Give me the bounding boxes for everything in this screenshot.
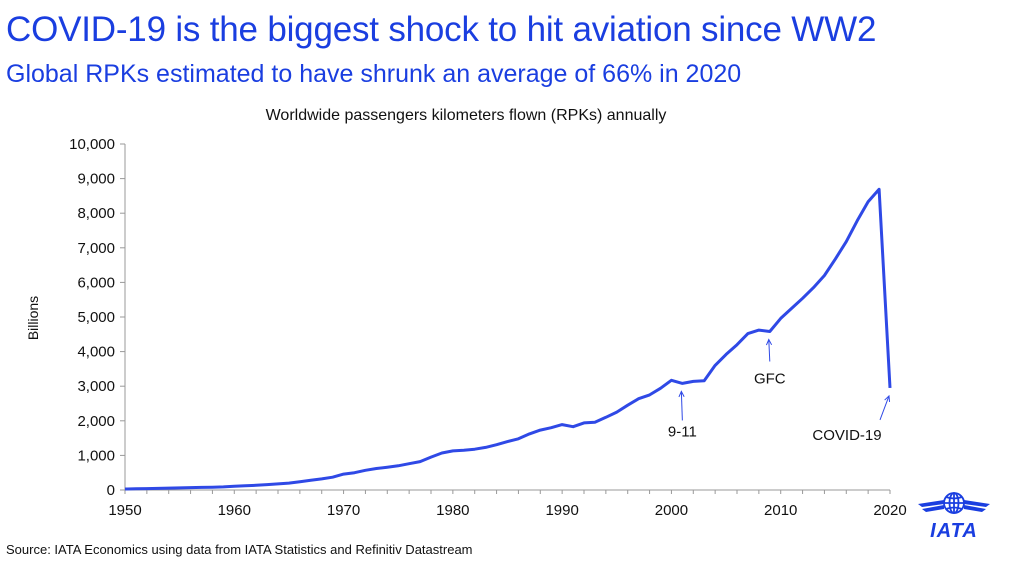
x-tick-label: 2020 [873, 502, 906, 519]
x-tick-label: 1950 [108, 502, 141, 519]
y-tick-label: 9,000 [77, 171, 115, 188]
x-tick-label: 1980 [436, 502, 469, 519]
page-subtitle: Global RPKs estimated to have shrunk an … [6, 60, 742, 88]
y-tick-label: 1,000 [77, 447, 115, 464]
annotation-label: COVID-19 [812, 427, 881, 444]
y-tick-label: 8,000 [77, 205, 115, 222]
y-tick-label: 7,000 [77, 240, 115, 257]
annotation-arrowhead [678, 390, 685, 398]
y-tick-label: 10,000 [69, 136, 115, 153]
page-title: COVID-19 is the biggest shock to hit avi… [6, 10, 877, 49]
y-tick-label: 2,000 [77, 413, 115, 430]
chart-annotations: 9-11 GFC COVID-19 [668, 338, 891, 444]
annotation-arrowhead [884, 394, 891, 402]
source-note: Source: IATA Economics using data from I… [6, 542, 473, 557]
annotation-label: 9-11 [668, 423, 697, 440]
x-tick-label: 1990 [545, 502, 578, 519]
y-tick-label: 6,000 [77, 274, 115, 291]
x-tick-label: 1960 [218, 502, 251, 519]
x-tick-label: 1970 [327, 502, 360, 519]
chart-title: Worldwide passengers kilometers flown (R… [266, 107, 667, 124]
chart-axes [124, 144, 890, 491]
annotation-label: GFC [754, 371, 786, 388]
y-tick-label: 3,000 [77, 378, 115, 395]
x-tick-label: 2000 [655, 502, 688, 519]
logo-text: IATA [930, 520, 978, 542]
x-tick-label: 2010 [764, 502, 797, 519]
rpk-series-line [124, 187, 892, 491]
chart-series [124, 187, 892, 491]
annotation-arrow [879, 395, 890, 421]
annotation-arrowhead [765, 338, 773, 346]
chart-ticks: 0 1,000 2,000 3,000 4,000 5,000 6,000 7,000 8,00… [69, 136, 907, 519]
y-tick-label: 5,000 [77, 309, 115, 326]
iata-logo: IATA [916, 486, 992, 548]
y-tick-label: 4,000 [77, 344, 115, 361]
y-tick-label: 0 [107, 482, 115, 499]
globe-wings-icon [918, 492, 990, 514]
annotation-arrow [768, 339, 771, 362]
annotation-arrow [680, 391, 683, 421]
y-axis-label: Billions [25, 296, 41, 340]
